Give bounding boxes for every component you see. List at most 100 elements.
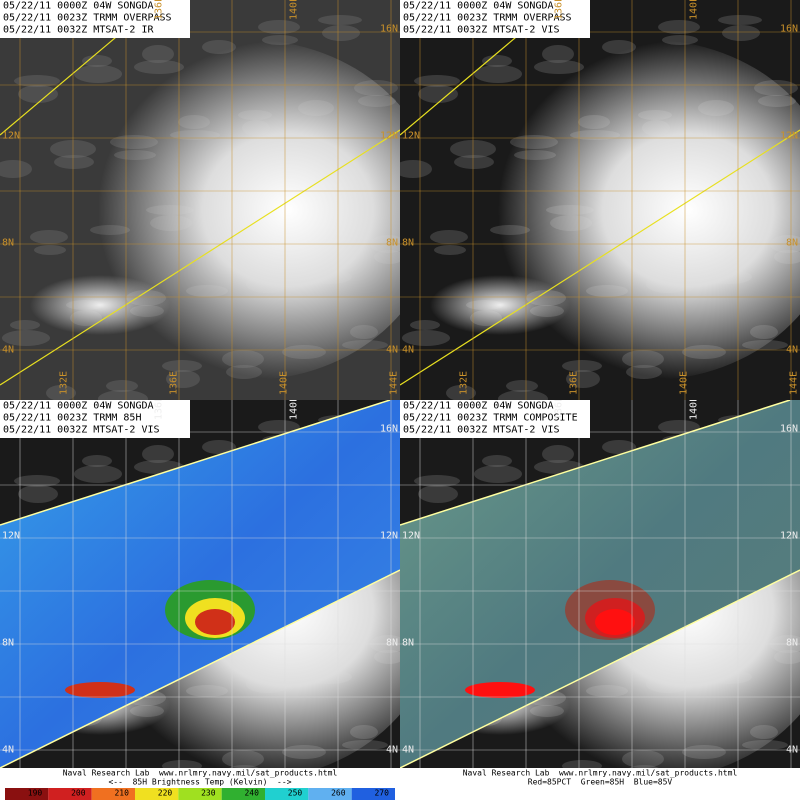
header-line: 05/22/11 0032Z MTSAT-2 VIS — [403, 24, 560, 35]
colorbar-cell — [308, 788, 352, 800]
lat-label: 12N — [402, 530, 420, 541]
lon-label: 140E — [288, 396, 299, 420]
lat-label: 8N — [402, 637, 414, 648]
colorbar-label: 250 — [288, 789, 303, 798]
cloud-band — [30, 275, 170, 335]
colorbar-label: 200 — [71, 789, 86, 798]
colorbar-cell — [221, 788, 265, 800]
swath-edge — [0, 569, 400, 768]
cloud-texture — [14, 75, 60, 87]
lat-label: 4N — [786, 344, 798, 355]
colorbar-cell — [351, 788, 395, 800]
lat-label: 8N — [786, 237, 798, 248]
colorbar-label: 260 — [331, 789, 346, 798]
cloud-texture — [446, 385, 476, 400]
header-line: 05/22/11 0000Z 04W SONGDA — [403, 0, 554, 11]
lat-label: 12N — [402, 130, 420, 141]
cloud-texture — [106, 380, 138, 392]
header-line: 05/22/11 0000Z 04W SONGDA — [3, 0, 154, 11]
lat-label: 12N — [2, 130, 20, 141]
lon-label: 136E — [153, 396, 164, 420]
header-line: 05/22/11 0000Z 04W SONGDA — [403, 400, 554, 411]
footer-text: Naval Research Lab www.nrlmry.navy.mil/s… — [63, 769, 338, 778]
footer-text: Naval Research Lab www.nrlmry.navy.mil/s… — [463, 769, 738, 778]
cloud-texture — [322, 25, 360, 41]
cloud-texture — [14, 475, 60, 487]
cloud-texture — [98, 390, 148, 400]
footer-text: <-- 85H Brightness Temp (Kelvin) --> — [108, 778, 291, 787]
cloud-texture — [46, 385, 76, 400]
cloud-texture — [400, 160, 432, 178]
cloud-texture — [418, 485, 458, 503]
cloud-texture — [474, 65, 522, 83]
lon-label: 140E — [688, 396, 699, 420]
lat-label: 4N — [402, 744, 414, 755]
cloud-texture — [258, 20, 300, 34]
header-line: 05/22/11 0032Z MTSAT-2 VIS — [403, 424, 560, 435]
lon-label: 140E — [288, 0, 299, 20]
cloud-texture — [402, 330, 450, 346]
cloud-texture — [74, 465, 122, 483]
colorbar-cell — [265, 788, 309, 800]
cloud-texture — [74, 65, 122, 83]
header-line: 05/22/11 0032Z MTSAT-2 IR — [3, 24, 154, 35]
lon-label: 144E — [788, 371, 799, 395]
cloud-texture — [82, 455, 112, 467]
colorbar-cell — [5, 788, 49, 800]
lat-label: 4N — [2, 344, 14, 355]
cloud-texture — [82, 55, 112, 67]
lon-label: 132E — [458, 371, 469, 395]
header-line: 05/22/11 0000Z 04W SONGDA — [3, 400, 154, 411]
lat-label: 16N — [380, 423, 398, 434]
lon-label: 140E — [278, 371, 289, 395]
colorbar-label: 240 — [244, 789, 259, 798]
lat-label: 12N — [780, 530, 798, 541]
cloud-texture — [718, 15, 762, 25]
cloud-texture — [418, 85, 458, 103]
swath-edge — [400, 400, 791, 526]
lat-label: 4N — [786, 744, 798, 755]
cloud-texture — [18, 85, 58, 103]
header-line: 05/22/11 0023Z TRMM COMPOSITE — [403, 412, 578, 423]
lon-label: 140E — [678, 371, 689, 395]
cloud-texture — [258, 420, 300, 434]
lon-label: 136E — [553, 0, 564, 20]
cloud-texture — [482, 55, 512, 67]
lon-label: 144E — [388, 371, 399, 395]
lat-label: 4N — [2, 744, 14, 755]
cloud-texture — [0, 160, 32, 178]
cloud-texture — [414, 475, 460, 487]
cloud-texture — [474, 465, 522, 483]
lat-label: 8N — [386, 237, 398, 248]
cloud-texture — [658, 420, 700, 434]
swath-edge — [400, 569, 800, 768]
colorbar-label: 220 — [158, 789, 173, 798]
lat-label: 8N — [402, 237, 414, 248]
lat-label: 4N — [386, 344, 398, 355]
header-line: 05/22/11 0032Z MTSAT-2 VIS — [3, 424, 160, 435]
lat-label: 12N — [2, 530, 20, 541]
cloud-texture — [430, 230, 468, 244]
lat-label: 4N — [386, 744, 398, 755]
lat-label: 8N — [786, 637, 798, 648]
lat-label: 12N — [380, 530, 398, 541]
convection — [195, 609, 235, 635]
lon-label: 136E — [153, 0, 164, 20]
swath-edge — [0, 400, 391, 526]
lat-label: 4N — [402, 344, 414, 355]
lat-label: 16N — [780, 423, 798, 434]
swath-edge — [400, 129, 800, 386]
lat-label: 8N — [386, 637, 398, 648]
cloud-texture — [166, 370, 200, 388]
swath-edge — [0, 129, 400, 386]
lon-label: 136E — [553, 396, 564, 420]
cloud-texture — [414, 75, 460, 87]
colorbar-cell — [48, 788, 92, 800]
cloud-texture — [34, 245, 66, 255]
colorbar-label: 190 — [28, 789, 43, 798]
footer-text: Red=85PCT Green=85H Blue=85V — [528, 778, 673, 787]
lon-label: 136E — [568, 371, 579, 395]
cloud-texture — [434, 245, 466, 255]
